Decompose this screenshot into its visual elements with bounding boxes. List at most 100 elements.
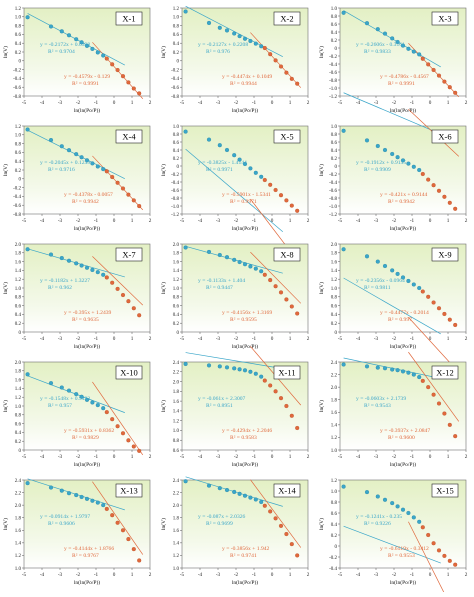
data-point-orange	[278, 396, 284, 401]
data-point-orange	[420, 378, 425, 383]
x-tick-label: -1	[94, 454, 99, 460]
x-tick-label: 0	[429, 572, 432, 578]
y-tick-label: 1.8	[331, 252, 338, 257]
y-tick-label: 0.4	[15, 431, 22, 436]
y-axis-label: ln(V)	[160, 518, 167, 530]
x-tick-label: 1	[131, 454, 134, 460]
y-tick-label: 1.6	[173, 260, 180, 265]
data-point-blue	[183, 245, 188, 250]
y-tick-label: 0	[335, 47, 338, 52]
data-point-blue	[224, 28, 230, 33]
y-tick-label: 1.6	[173, 400, 180, 405]
x-tick-label: -3	[216, 218, 221, 224]
data-point-orange	[431, 392, 436, 397]
y-tick-label: 0.4	[173, 313, 180, 318]
data-point-orange	[110, 62, 115, 67]
data-point-orange	[137, 91, 142, 96]
data-point-blue	[232, 257, 237, 262]
data-point-blue	[48, 252, 54, 257]
data-point-blue	[74, 392, 79, 397]
data-point-blue	[232, 489, 237, 494]
data-point-blue	[417, 285, 422, 291]
data-point-blue	[411, 372, 416, 377]
data-point-orange	[110, 513, 115, 518]
y-tick-label: 2.4	[15, 479, 22, 484]
data-point-blue	[48, 138, 54, 143]
data-point-blue	[101, 406, 106, 411]
data-point-blue	[375, 365, 380, 370]
data-point-blue	[382, 31, 388, 36]
data-point-blue	[259, 44, 264, 49]
chart-panel-9: 0 0.2 0.4 0.6 0.8 1.0 1.2 1.4 1.6 1.8 2.0 -5 -4 -3 -2 -…	[318, 243, 468, 373]
y-tick-label: 1.4	[331, 269, 338, 274]
x-tick-label: -4	[198, 336, 203, 342]
equation-orange: y = -0.5901x - 1.5341	[222, 192, 271, 198]
panel-label-box	[431, 247, 459, 262]
data-point-blue	[400, 158, 406, 163]
equation-orange: y = -0.4786x - 0.4567	[380, 74, 429, 80]
data-point-orange	[420, 525, 425, 530]
y-tick-label: 0.2	[173, 322, 180, 327]
data-point-orange	[110, 280, 115, 285]
data-point-orange	[426, 532, 431, 538]
fit-line-orange	[250, 251, 302, 304]
data-point-orange	[431, 183, 436, 188]
chart-panel-4: -0.8 -0.6 -0.4 -0.2 0 0.2 0.4 0.6 0.8 1.0 1.2 -5 -4 -…	[2, 125, 152, 232]
data-point-orange	[431, 300, 436, 305]
y-axis-label: ln(V)	[160, 400, 167, 412]
y-tick-label: 2.0	[173, 504, 180, 509]
y-tick-label: 0.4	[15, 160, 22, 165]
data-point-orange	[453, 206, 458, 211]
data-point-blue	[232, 366, 237, 371]
chart-panel-10: 0 0.2 0.4 0.6 0.8 1.0 1.2 1.4 1.6 1.8 2.0 -5 -4 -3 -2 -…	[2, 361, 152, 468]
x-tick-label: -2	[76, 336, 81, 342]
data-point-orange	[278, 290, 284, 295]
x-tick-label: 2	[307, 218, 310, 224]
data-point-orange	[126, 299, 131, 304]
r2-blue: R² = 0.9909	[364, 167, 391, 173]
y-tick-label: 2.0	[15, 243, 22, 248]
data-point-blue	[390, 36, 395, 41]
data-point-blue	[217, 252, 222, 258]
data-point-blue	[375, 494, 380, 499]
x-tick-label: -1	[410, 572, 415, 578]
r2-orange: R² = 0.9741	[230, 553, 257, 559]
y-tick-label: 2.2	[15, 491, 22, 496]
y-tick-label: 0.2	[173, 157, 180, 162]
x-tick-label: 0	[271, 572, 274, 578]
x-tick-label: -2	[76, 572, 81, 578]
x-tick-label: -4	[356, 100, 361, 106]
y-tick-label: 1.0	[173, 429, 180, 434]
data-point-orange	[295, 208, 300, 213]
x-tick-label: 0	[113, 218, 116, 224]
y-tick-label: 1.4	[173, 410, 180, 415]
x-tick-label: -5	[22, 572, 27, 578]
x-tick-label: -5	[22, 454, 27, 460]
data-point-blue	[95, 500, 100, 505]
x-tick-label: -1	[94, 336, 99, 342]
x-tick-label: 2	[465, 100, 468, 106]
y-tick-label: 1.8	[173, 517, 180, 522]
panel-label-box	[431, 11, 459, 26]
data-point-orange	[131, 547, 136, 552]
data-point-blue	[183, 9, 188, 14]
data-point-blue	[242, 368, 248, 373]
r2-orange: R² = 0.9583	[230, 435, 257, 441]
y-tick-label: 1.6	[331, 411, 338, 416]
data-point-orange	[447, 422, 452, 427]
y-tick-label: 0	[177, 331, 180, 336]
data-point-blue	[59, 144, 64, 149]
x-tick-label: -2	[76, 100, 81, 106]
data-point-orange	[110, 417, 115, 422]
x-tick-label: 2	[465, 218, 468, 224]
x-tick-label: -3	[374, 454, 379, 460]
x-tick-label: -5	[180, 100, 185, 106]
chart-panel-12: 1.0 1.2 1.4 1.6 1.8 2.0 2.2 2.4 -5 -4 -3 -2 -1 0 1 2 ln(…	[318, 351, 468, 468]
data-point-blue	[217, 486, 222, 491]
equation-orange: y = -0.4144x + 1.8766	[64, 546, 114, 552]
chart-panel-8: 0 0.2 0.4 0.6 0.8 1.0 1.2 1.4 1.6 1.8 2.0 -5 -4 -3 -2 -…	[160, 243, 310, 350]
panel-label: X-5	[280, 132, 293, 142]
y-tick-label: 2.4	[173, 479, 180, 484]
data-point-blue	[341, 247, 346, 252]
data-point-blue	[417, 52, 422, 57]
